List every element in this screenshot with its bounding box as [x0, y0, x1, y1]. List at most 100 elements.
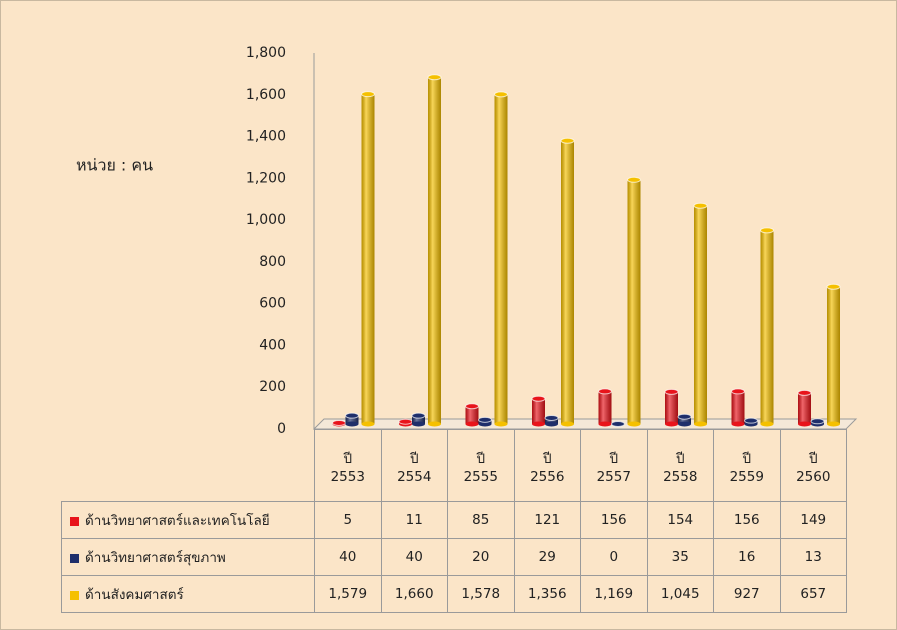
bar-bottom — [678, 421, 691, 427]
bar-shine — [361, 94, 375, 425]
legend-entry: ด้านวิทยาศาสตร์สุขภาพ — [61, 538, 315, 576]
x-tick-label: ปี 2557 — [580, 429, 648, 502]
bar-shine — [827, 286, 840, 424]
data-label: 35 — [646, 538, 714, 576]
data-label: 1,578 — [447, 575, 515, 613]
bar-shine — [694, 205, 707, 424]
bar-top — [744, 417, 758, 424]
bar-top — [598, 388, 612, 395]
bar-top — [465, 403, 479, 410]
bar-shine — [428, 77, 441, 424]
table-row: ด้านสังคมศาสตร์ 1,579 1,660 1,578 1,356 1,169… — [61, 575, 847, 613]
bar-bottom — [478, 421, 492, 427]
bar-bottom — [598, 421, 612, 427]
data-label: 29 — [513, 538, 581, 576]
x-tick-label: ปี 2555 — [447, 429, 515, 502]
bar-shine — [345, 415, 359, 424]
bar-top — [797, 389, 812, 396]
bar-bottom — [561, 421, 574, 427]
bar-bottom — [494, 421, 508, 427]
data-label: 40 — [314, 538, 382, 576]
data-label: 156 — [580, 501, 648, 539]
y-tick-label: 600 — [259, 296, 286, 312]
legend-entry: ด้านวิทยาศาสตร์และเทคโนโลยี — [61, 501, 315, 539]
bar-top — [332, 419, 346, 426]
x-tick-label: ปี 2559 — [713, 429, 781, 502]
bar-top — [345, 412, 359, 419]
header-row: ปี 2553 ปี 2554 ปี 2555 ปี 2556 ปี 2557 ปี 25… — [62, 429, 847, 502]
bar-top — [611, 421, 625, 427]
corner-cell — [62, 430, 315, 502]
y-tick-label: 1,200 — [246, 170, 286, 186]
bar-top — [361, 91, 375, 98]
data-label: 154 — [646, 501, 714, 539]
data-label: 16 — [713, 538, 781, 576]
bar-top — [478, 416, 492, 423]
data-label: 20 — [447, 538, 515, 576]
table-row: ด้านวิทยาศาสตร์และเทคโนโลยี 5 11 85 121 156 15… — [61, 501, 847, 539]
legend-label: ด้านวิทยาศาสตร์และเทคโนโลยี — [85, 513, 270, 529]
table-row: ด้านวิทยาศาสตร์สุขภาพ 40 40 20 29 0 35 16 13 — [61, 538, 847, 576]
y-tick-label: 0 — [277, 421, 286, 437]
bar-shine — [545, 417, 558, 424]
data-label: 11 — [380, 501, 448, 539]
annotation: หน่วย : คน — [76, 156, 153, 175]
x-tick-label: ปี 2554 — [380, 429, 448, 502]
bar-bottom — [345, 421, 359, 427]
bar-bottom — [465, 421, 479, 427]
data-label: 927 — [713, 575, 781, 613]
bar-shine — [760, 230, 774, 424]
bar-shine — [798, 392, 811, 424]
y-tick-label: 200 — [259, 379, 286, 395]
bar-top — [411, 412, 426, 419]
x-tick-label: ปี 2558 — [646, 429, 714, 502]
floor — [312, 418, 858, 430]
x-tick-label: ปี 2556 — [513, 429, 581, 502]
legend-swatch — [70, 553, 79, 563]
data-label: 1,169 — [580, 575, 648, 613]
legend-label: ด้านสังคมศาสตร์ — [85, 587, 184, 603]
legend-entry: ด้านสังคมศาสตร์ — [61, 575, 315, 613]
bar-bottom — [545, 421, 558, 427]
y-tick-label: 1,000 — [246, 212, 286, 228]
bar-top — [693, 202, 708, 209]
bar-top — [627, 176, 641, 183]
bar-bottom — [428, 421, 441, 427]
data-label: 657 — [779, 575, 847, 613]
bar-shine — [532, 398, 545, 424]
y-tick-label: 400 — [259, 337, 286, 353]
bar-bottom — [760, 421, 774, 427]
data-label: 1,045 — [646, 575, 714, 613]
bar-top — [677, 413, 692, 420]
y-tick-label: 1,800 — [246, 45, 286, 61]
data-label: 1,356 — [513, 575, 581, 613]
data-label: 1,579 — [314, 575, 382, 613]
x-tick-label: ปี 2553 — [314, 429, 382, 502]
data-label: 121 — [513, 501, 581, 539]
bar-bottom — [532, 421, 545, 427]
data-label: 13 — [779, 538, 847, 576]
bar-shine — [627, 179, 641, 424]
bar-bottom — [694, 421, 707, 427]
bar-bottom — [798, 421, 811, 427]
bar-bottom — [731, 421, 745, 427]
data-label: 0 — [580, 538, 648, 576]
legend-label: ด้านวิทยาศาสตร์สุขภาพ — [85, 550, 226, 566]
bar-top — [398, 418, 413, 425]
data-label: 85 — [447, 501, 515, 539]
bar-top — [826, 283, 841, 290]
bar-shine — [598, 391, 612, 424]
bar-shine — [412, 415, 425, 424]
bar-shine — [494, 94, 508, 424]
bar-shine — [731, 391, 745, 424]
data-label: 40 — [380, 538, 448, 576]
x-tick-label: ปี 2560 — [779, 429, 847, 502]
legend-swatch — [70, 590, 79, 600]
bar-shine — [665, 391, 678, 424]
bar-bottom — [665, 421, 678, 427]
bar-top — [664, 388, 679, 395]
bar-shine — [465, 406, 479, 424]
bar-bottom — [361, 421, 375, 427]
